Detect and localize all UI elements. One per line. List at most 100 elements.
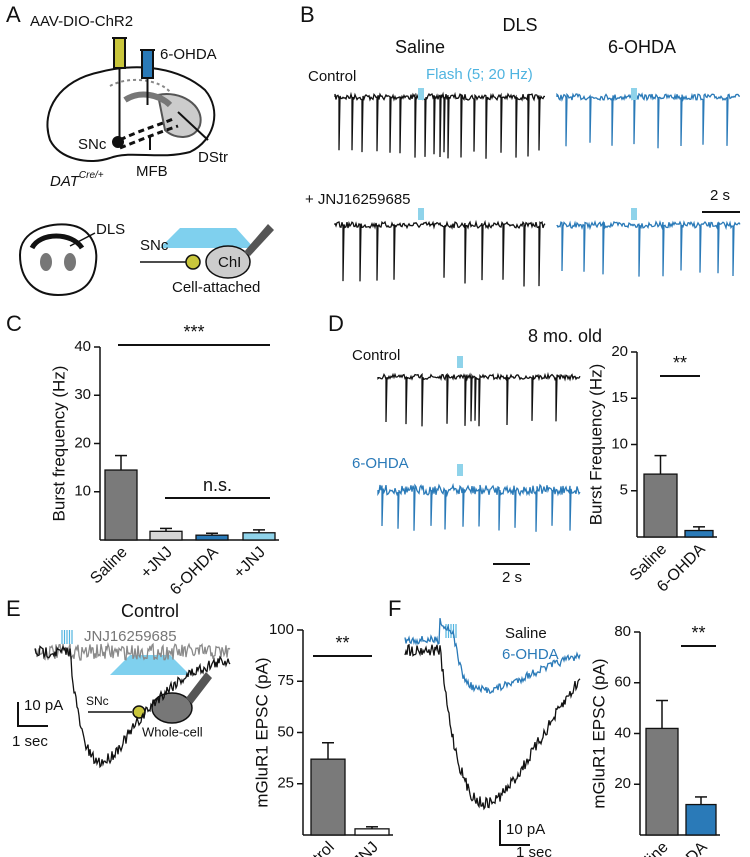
trace-label: 6-OHDA [502, 646, 559, 663]
y-tick-label: 10 [74, 483, 91, 500]
trace [34, 641, 231, 661]
y-tick-label: 30 [74, 386, 91, 403]
bar [242, 532, 276, 541]
y-tick-label: 75 [277, 672, 294, 689]
scale-label: 1 sec [516, 844, 552, 857]
significance-label: *** [183, 322, 204, 342]
y-tick-label: 60 [614, 674, 631, 691]
y-axis-label: mGluR1 EPSC (pA) [589, 658, 608, 808]
y-tick-label: 5 [620, 482, 628, 499]
x-tick-label: 6-OHDA [167, 544, 222, 599]
x-tick-label: + JNJ [341, 839, 382, 857]
y-axis-label: Burst frequency (Hz) [49, 366, 68, 522]
y-tick-label: 25 [277, 775, 294, 792]
label: Cell-attached [172, 279, 260, 296]
scale-label: 2 s [710, 187, 730, 204]
panel-label: C [6, 311, 22, 336]
y-tick-label: 80 [614, 623, 631, 640]
flash-marker [457, 464, 463, 476]
trace [404, 617, 581, 695]
bar [645, 727, 679, 836]
trace [334, 91, 546, 159]
row-label: Control [308, 68, 356, 85]
trace-label: Control [352, 347, 400, 364]
panel-title: DLS [502, 15, 537, 35]
label: MFB [136, 163, 168, 180]
genotype: DATCre/+ [50, 170, 104, 190]
label: DStr [198, 149, 228, 166]
bar [195, 534, 229, 541]
panel-title: Control [121, 601, 179, 621]
label: 6-OHDA [160, 46, 217, 63]
y-axis-label: Burst Frequency (Hz) [586, 364, 605, 526]
trace [34, 645, 231, 769]
y-tick-label: 20 [74, 434, 91, 451]
y-tick-label: 40 [74, 338, 91, 355]
x-tick-label: +JNJ [138, 544, 176, 582]
x-tick-label: Saline [628, 839, 672, 857]
scale-label: 1 sec [12, 733, 48, 750]
label: ChI [218, 254, 241, 271]
bar [104, 469, 138, 541]
bar [354, 828, 390, 836]
flash-marker [631, 208, 637, 220]
significance-label: ** [691, 623, 705, 643]
trace-label: JNJ16259685 [84, 628, 177, 645]
trace-label: 6-OHDA [352, 455, 409, 472]
label: Whole-cell [142, 724, 203, 739]
label: Cre/+ [79, 170, 104, 181]
significance-label: ** [335, 633, 349, 653]
panel-label: B [300, 2, 315, 27]
y-tick-label: 20 [611, 343, 628, 360]
y-tick-label: 100 [269, 621, 294, 638]
scale-label: 10 pA [506, 821, 545, 838]
panel-title: 8 mo. old [528, 326, 602, 346]
y-tick-label: 15 [611, 389, 628, 406]
trace-label: Saline [505, 625, 547, 642]
x-tick-label: Control [289, 839, 338, 857]
bar [643, 473, 678, 538]
flash-marker [418, 88, 424, 100]
brain-diagram [18, 37, 274, 724]
scale-bar [17, 702, 48, 727]
bar [685, 803, 717, 836]
scale-bar [499, 820, 530, 846]
flash-marker [631, 88, 637, 100]
x-tick-label: +JNJ [231, 544, 269, 582]
significance-label: ** [673, 353, 687, 373]
label: SNc [140, 237, 169, 254]
trace [404, 643, 581, 811]
column-label: 6-OHDA [608, 37, 676, 57]
scale-label: 2 s [502, 569, 522, 586]
panel-label: A [6, 2, 21, 27]
label: SNc [86, 694, 109, 708]
label: AAV-DIO-ChR2 [30, 13, 133, 30]
label: SNc [78, 136, 107, 153]
significance-label: n.s. [203, 475, 232, 495]
y-tick-label: 40 [614, 724, 631, 741]
trace [556, 220, 741, 277]
bar [310, 758, 346, 836]
bar [149, 530, 183, 541]
bar [684, 529, 714, 538]
y-tick-label: 50 [277, 723, 294, 740]
y-axis-label: mGluR1 EPSC (pA) [252, 657, 271, 807]
trace [334, 219, 546, 287]
panel-label: F [388, 596, 401, 621]
flash-marker [418, 208, 424, 220]
label: DLS [96, 221, 125, 238]
y-tick-label: 20 [614, 775, 631, 792]
x-tick-label: Saline [87, 544, 131, 588]
column-label: Saline [395, 37, 445, 57]
panel-label: D [328, 311, 344, 336]
scale-label: 10 pA [24, 697, 63, 714]
label: DAT [50, 173, 81, 190]
trace [377, 371, 581, 427]
row-label: + JNJ16259685 [305, 191, 411, 208]
trace [556, 92, 740, 149]
flash-marker [457, 356, 463, 368]
stimulus-label: Flash (5; 20 Hz) [426, 66, 533, 83]
y-tick-label: 10 [611, 435, 628, 452]
